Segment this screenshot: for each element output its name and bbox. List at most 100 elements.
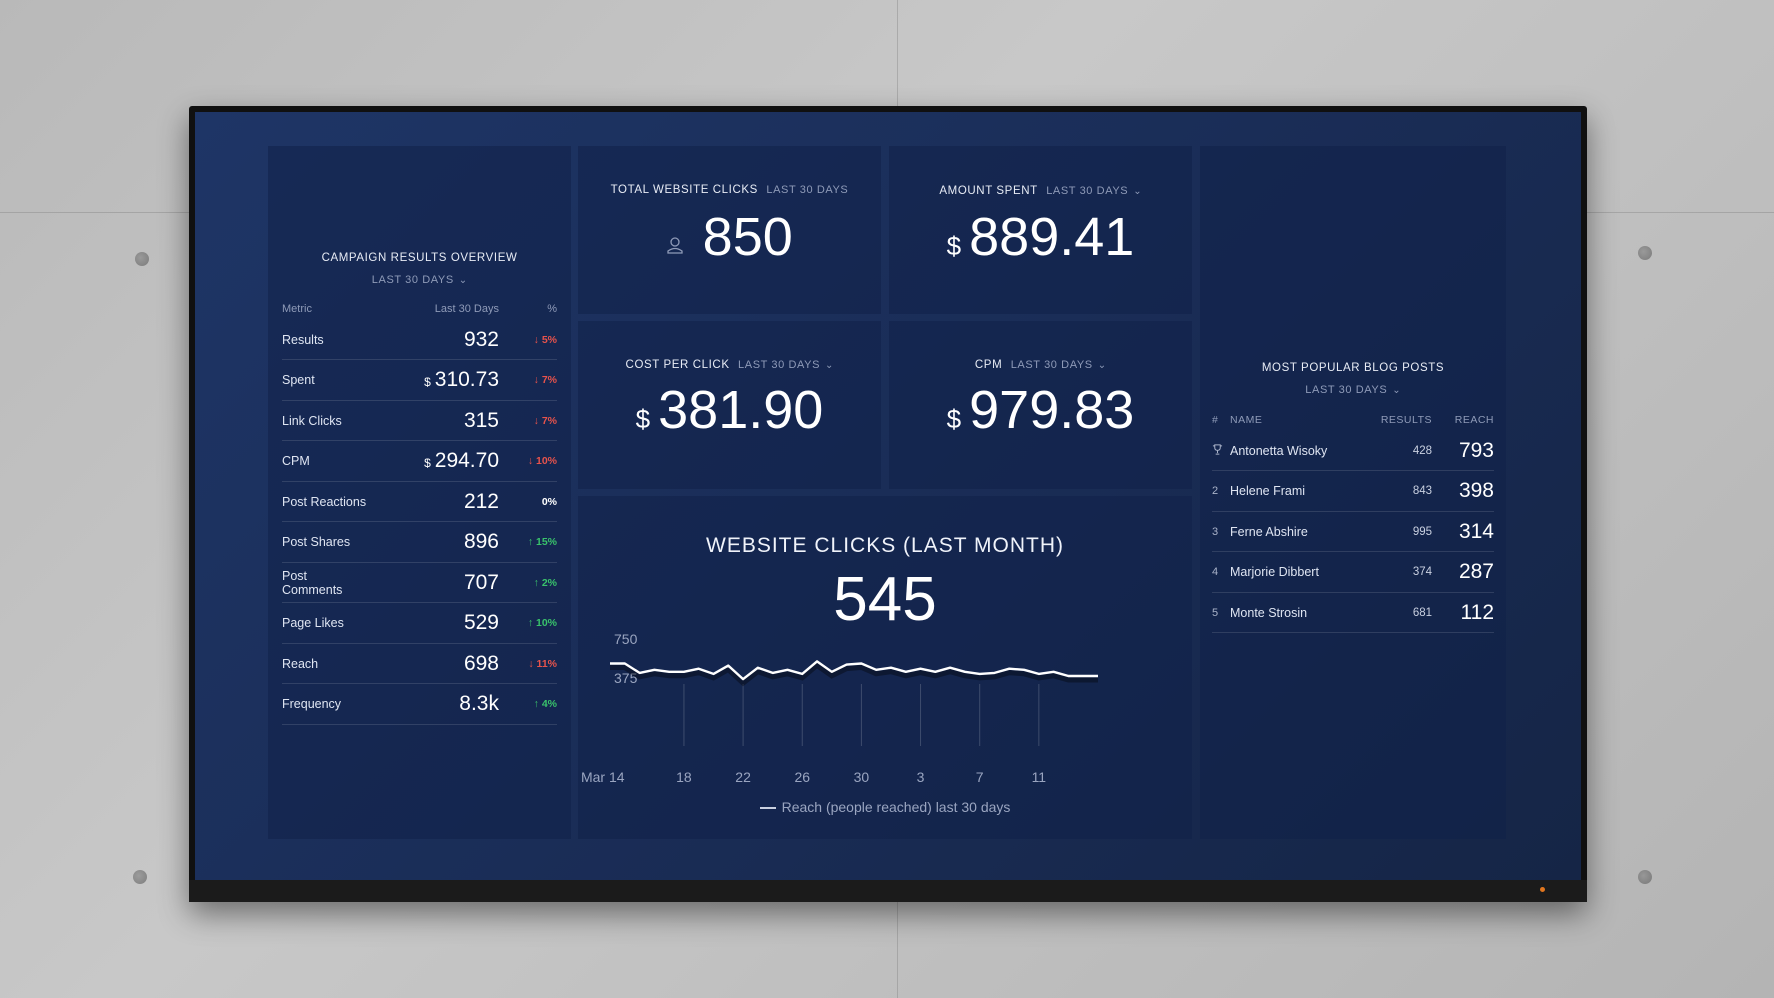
header-metric: Metric — [282, 303, 312, 315]
chart-legend: Reach (people reached) last 30 days — [578, 799, 1192, 815]
x-tick-label: 7 — [976, 769, 984, 785]
metric-number: 212 — [463, 489, 499, 513]
metric-label: Post Reactions — [282, 494, 367, 509]
metric-label: Link Clicks — [282, 413, 342, 428]
website-clicks-title: WEBSITE CLICKS (LAST MONTH) — [706, 534, 1064, 557]
metric-label: Spent — [282, 373, 315, 387]
cpm-title: CPM — [974, 359, 1003, 371]
chevron-down-icon: ⌄ — [825, 360, 834, 371]
wall-bolt — [1638, 870, 1652, 884]
metric-value: 896 — [369, 530, 499, 554]
metric-label: Frequency — [282, 697, 342, 711]
campaign-period-dropdown[interactable]: LAST 30 DAYS ⌄ — [268, 270, 571, 288]
tv-bezel-bottom — [189, 880, 1587, 902]
metric-change: ↑ 2% — [533, 576, 557, 589]
chevron-down-icon: ⌄ — [458, 275, 468, 286]
post-name: Monte Strosin — [1230, 605, 1308, 620]
metric-value: 315 — [369, 409, 499, 433]
metric-change: 0% — [541, 495, 557, 508]
header-pct: % — [547, 303, 557, 315]
total-clicks-title: TOTAL WEBSITE CLICKS — [610, 184, 758, 196]
metric-change: ↓ 11% — [528, 657, 557, 670]
table-row: Spent $310.73 ↓ 7% — [282, 361, 557, 401]
wall-bolt — [133, 870, 147, 884]
list-item: 3 Ferne Abshire 995 314 — [1212, 512, 1494, 552]
metric-number: 698 — [463, 651, 499, 675]
x-tick-label: 18 — [676, 769, 692, 785]
metric-value: $310.73 — [369, 368, 499, 392]
row-number: 3 — [1212, 525, 1219, 538]
series-line-shadow — [610, 662, 1098, 687]
power-led — [1540, 887, 1545, 892]
y-tick-label: 750 — [614, 631, 638, 647]
post-reach: 314 — [1458, 519, 1494, 543]
campaign-results-widget: CAMPAIGN RESULTS OVERVIEW LAST 30 DAYS ⌄ … — [268, 146, 571, 839]
table-row: CPM $294.70 ↓ 10% — [282, 442, 557, 482]
list-item: 4 Marjorie Dibbert 374 287 — [1212, 553, 1494, 593]
amount-spent-title: AMOUNT SPENT — [939, 185, 1038, 197]
cpm-header[interactable]: CPM LAST 30 DAYS ⌄ — [889, 355, 1192, 373]
table-row: Post Comments 707 ↑ 2% — [282, 563, 557, 603]
currency-symbol: $ — [946, 404, 962, 434]
cost-per-click-header[interactable]: COST PER CLICK LAST 30 DAYS ⌄ — [578, 355, 881, 373]
header-reach: REACH — [1454, 414, 1494, 426]
amount-spent-period: LAST 30 DAYS — [1046, 185, 1129, 197]
x-tick-label: 11 — [1032, 769, 1047, 785]
legend-line-swatch — [759, 807, 776, 810]
campaign-period-label: LAST 30 DAYS — [371, 274, 454, 286]
cpm-period: LAST 30 DAYS — [1010, 359, 1093, 371]
cost-per-click-value: 381.90 — [658, 380, 824, 440]
metric-value: $294.70 — [369, 449, 499, 473]
metric-number: 294.70 — [434, 449, 499, 472]
x-tick-label: Mar 14 — [581, 769, 625, 785]
cpm-value: 979.83 — [969, 380, 1135, 440]
row-number: 2 — [1212, 485, 1219, 497]
metric-value: 529 — [369, 611, 499, 635]
metric-change: ↓ 7% — [533, 414, 557, 427]
metric-number: 310.73 — [434, 368, 499, 391]
cost-per-click-widget: COST PER CLICK LAST 30 DAYS ⌄ $381.90 — [578, 321, 881, 489]
amount-spent-widget: AMOUNT SPENT LAST 30 DAYS ⌄ $889.41 — [889, 146, 1192, 314]
blog-period-dropdown[interactable]: LAST 30 DAYS ⌄ — [1200, 380, 1506, 398]
header-name: NAME — [1230, 414, 1263, 426]
x-tick-label: 30 — [854, 769, 870, 785]
metric-change: ↑ 4% — [533, 698, 557, 710]
metric-label: Reach — [282, 656, 319, 671]
website-clicks-chart-widget: WEBSITE CLICKS (LAST MONTH) 545 Mar 14 18… — [578, 496, 1192, 839]
post-reach: 398 — [1458, 479, 1494, 502]
row-number: 4 — [1212, 566, 1219, 578]
post-name: Antonetta Wisoky — [1230, 443, 1328, 458]
header-value: Last 30 Days — [434, 303, 499, 315]
table-row: Page Likes 529 ↑ 10% — [282, 604, 557, 644]
metric-number: 529 — [463, 611, 499, 634]
amount-spent-header[interactable]: AMOUNT SPENT LAST 30 DAYS ⌄ — [889, 181, 1192, 199]
metric-change: ↓ 10% — [527, 455, 557, 467]
post-results: 428 — [1412, 444, 1432, 457]
currency-symbol: $ — [635, 404, 651, 434]
metric-label: CPM — [282, 454, 310, 468]
post-results: 843 — [1412, 485, 1432, 497]
series-line-reach — [610, 660, 1098, 681]
x-tick-label: 3 — [917, 769, 925, 785]
website-clicks-value: 545 — [833, 565, 937, 634]
metric-value: 932 — [369, 328, 499, 352]
cost-per-click-period: LAST 30 DAYS — [738, 359, 821, 371]
total-website-clicks-widget: TOTAL WEBSITE CLICKS LAST 30 DAYS 850 — [578, 146, 881, 314]
metric-change: ↓ 5% — [533, 333, 557, 346]
metric-number: 932 — [463, 327, 499, 351]
metric-label: Post Comments — [282, 568, 343, 597]
person-icon — [667, 237, 683, 254]
wall-bolt — [1638, 246, 1652, 260]
reach-line-chart: Mar 14 18 22 26 30 3 7 11 750 375 — [581, 631, 1098, 785]
post-reach: 112 — [1460, 600, 1494, 624]
y-tick-label: 375 — [614, 670, 638, 686]
wall-bolt — [135, 252, 149, 266]
list-item: 2 Helene Frami 843 398 — [1212, 472, 1494, 512]
metric-label: Page Likes — [282, 616, 344, 630]
metric-value: 698 — [369, 652, 499, 676]
post-results: 681 — [1412, 606, 1432, 619]
metric-value: 212 — [369, 490, 499, 514]
metric-value: 707 — [369, 571, 499, 595]
cost-per-click-title: COST PER CLICK — [625, 359, 730, 371]
table-row: Link Clicks 315 ↓ 7% — [282, 401, 557, 441]
